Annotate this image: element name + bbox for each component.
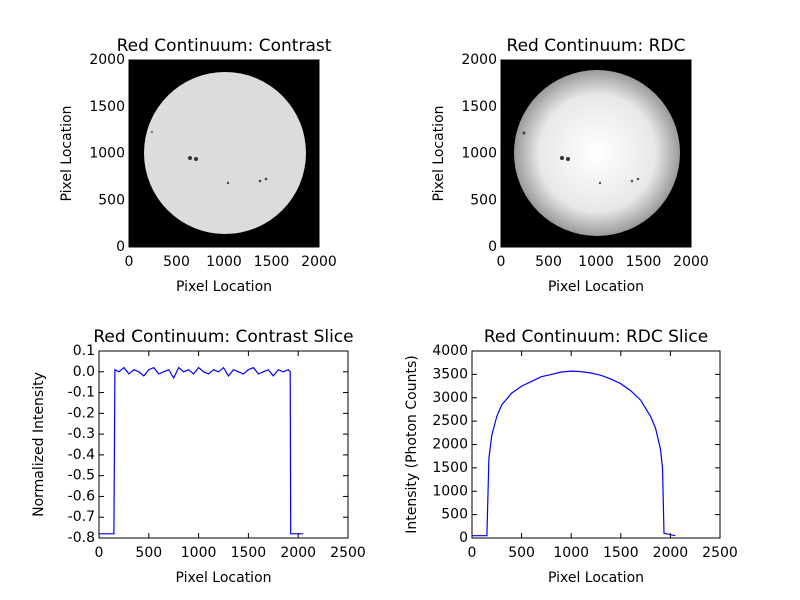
x-tick-label: 1500 [231, 545, 267, 561]
x-tick-label: 1500 [603, 545, 639, 561]
y-tick-label: 1500 [432, 460, 468, 476]
y-tick-label: 3000 [432, 390, 468, 406]
x-tick-label: 0 [125, 254, 134, 270]
y-tick-label: -0.8 [68, 530, 95, 546]
x-tick-label: 2500 [702, 545, 738, 561]
y-tick-label: -0.7 [68, 509, 95, 525]
x-axis-label: Pixel Location [548, 570, 644, 586]
y-tick-label: 2000 [461, 52, 497, 68]
chart-title: Red Continuum: Contrast [117, 36, 332, 56]
line [99, 366, 304, 535]
y-tick-label: 1500 [461, 99, 497, 115]
x-tick-label: 1000 [578, 254, 614, 270]
y-tick-label: 0 [116, 239, 125, 255]
y-tick-label: 500 [441, 507, 468, 523]
x-tick-label: 1500 [254, 254, 290, 270]
y-tick-label: -0.1 [68, 385, 95, 401]
y-tick-label: 1500 [89, 99, 125, 115]
x-tick-label: 2000 [673, 254, 709, 270]
y-tick-label: 3500 [432, 366, 468, 382]
x-tick-label: 0 [468, 545, 477, 561]
chart-title: Red Continuum: RDC Slice [484, 327, 708, 347]
y-tick-label: 1000 [89, 146, 125, 162]
y-tick-label: 2500 [432, 413, 468, 429]
y-tick-label: -0.3 [68, 426, 95, 442]
x-tick-label: 500 [163, 254, 190, 270]
x-axis-label: Pixel Location [175, 570, 271, 586]
x-tick-label: 500 [508, 545, 535, 561]
y-axis-label: Intensity (Photon Counts) [404, 355, 420, 533]
x-axis-label: Pixel Location [176, 279, 272, 295]
y-tick-label: -0.5 [68, 468, 95, 484]
x-axis-label: Pixel Location [548, 279, 644, 295]
axes-frame [98, 350, 349, 539]
y-tick-label: -0.2 [68, 405, 95, 421]
y-tick-label: 1000 [461, 146, 497, 162]
rdc-image [501, 60, 691, 247]
line [472, 370, 676, 537]
y-axis-label: Normalized Intensity [31, 372, 47, 517]
y-tick-label: -0.6 [68, 488, 95, 504]
x-tick-label: 2000 [280, 545, 316, 561]
y-tick-label: 2000 [89, 52, 125, 68]
x-tick-label: 2000 [301, 254, 337, 270]
x-tick-label: 2000 [653, 545, 689, 561]
y-tick-label: 4000 [432, 343, 468, 359]
y-tick-label: 500 [98, 192, 125, 208]
y-tick-label: 2000 [432, 437, 468, 453]
x-tick-label: 0 [95, 545, 104, 561]
y-tick-label: 500 [470, 192, 497, 208]
contrast-image [129, 60, 319, 247]
y-tick-label: 0 [459, 530, 468, 546]
y-tick-label: 0 [488, 239, 497, 255]
chart-title: Red Continuum: Contrast Slice [93, 327, 353, 347]
x-tick-label: 1000 [181, 545, 217, 561]
y-tick-label: 0.0 [73, 364, 95, 380]
x-tick-label: 1000 [553, 545, 589, 561]
y-axis-label: Pixel Location [59, 105, 75, 201]
y-axis-label: Pixel Location [431, 105, 447, 201]
x-tick-label: 1500 [626, 254, 662, 270]
x-tick-label: 0 [497, 254, 506, 270]
x-tick-label: 500 [135, 545, 162, 561]
y-tick-label: 1000 [432, 483, 468, 499]
x-tick-label: 500 [535, 254, 562, 270]
chart-title: Red Continuum: RDC [507, 36, 686, 56]
axes-frame [471, 350, 721, 539]
y-tick-label: 0.1 [73, 343, 95, 359]
y-tick-label: -0.4 [68, 447, 95, 463]
x-tick-label: 2500 [330, 545, 366, 561]
x-tick-label: 1000 [206, 254, 242, 270]
